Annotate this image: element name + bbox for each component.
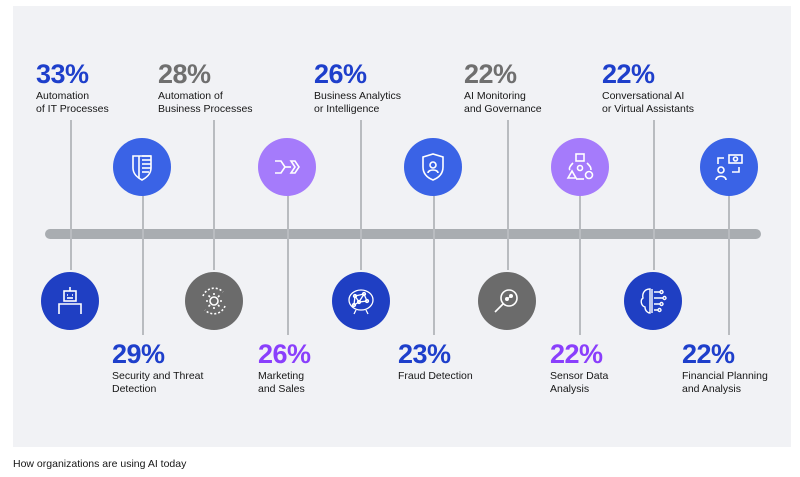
money-exchange-icon	[700, 138, 758, 196]
stat-percent: 22%	[550, 339, 603, 369]
connector-line	[70, 120, 72, 270]
stat-percent: 28%	[158, 59, 211, 89]
robot-icon	[41, 272, 99, 330]
brain-circuit-icon	[624, 272, 682, 330]
stat-percent: 22%	[602, 59, 655, 89]
stat-ai-monitoring: 22% AI Monitoring and Governance	[464, 60, 542, 116]
stat-conversational-ai: 22% Conversational AI or Virtual Assista…	[602, 60, 694, 116]
stat-label: Conversational AI or Virtual Assistants	[602, 90, 695, 115]
stat-label: Marketing and Sales	[258, 370, 305, 395]
figure-caption: How organizations are using AI today	[13, 458, 187, 470]
stat-label: Financial Planning and Analysis	[682, 370, 768, 395]
neural-network-icon	[332, 272, 390, 330]
stat-financial: 22% Financial Planning and Analysis	[682, 340, 768, 396]
shield-stripes-icon	[113, 138, 171, 196]
connector-line	[142, 195, 144, 335]
stat-percent: 33%	[36, 59, 89, 89]
stat-percent: 26%	[258, 339, 311, 369]
stat-label: Business Analytics or Intelligence	[314, 90, 401, 115]
stat-percent: 26%	[314, 59, 367, 89]
stat-label: Automation of IT Processes	[36, 90, 109, 115]
shapes-cycle-icon	[551, 138, 609, 196]
connector-line	[653, 120, 655, 270]
connector-line	[433, 195, 435, 335]
connector-line	[213, 120, 215, 270]
shield-user-icon	[404, 138, 462, 196]
connector-line	[507, 120, 509, 270]
stat-percent: 29%	[112, 339, 165, 369]
connector-line	[579, 195, 581, 335]
stat-label: Fraud Detection	[398, 370, 473, 382]
stat-label: Sensor Data Analysis	[550, 370, 609, 395]
stat-label: Automation of Business Processes	[158, 90, 253, 115]
stat-business-automation: 28% Automation of Business Processes	[158, 60, 253, 116]
stat-label: Security and Threat Detection	[112, 370, 204, 395]
stat-business-analytics: 26% Business Analytics or Intelligence	[314, 60, 401, 116]
connector-line	[728, 195, 730, 335]
stat-sensor-data: 22% Sensor Data Analysis	[550, 340, 608, 396]
stat-marketing: 26% Marketing and Sales	[258, 340, 311, 396]
stat-percent: 23%	[398, 339, 451, 369]
stat-fraud: 23% Fraud Detection	[398, 340, 473, 383]
arrows-flow-icon	[258, 138, 316, 196]
stat-label: AI Monitoring and Governance	[464, 90, 542, 115]
timeline-bar	[45, 229, 761, 239]
gear-cycle-icon	[185, 272, 243, 330]
stat-security: 29% Security and Threat Detection	[112, 340, 203, 396]
stat-percent: 22%	[464, 59, 517, 89]
connector-line	[360, 120, 362, 270]
magnifier-icon	[478, 272, 536, 330]
connector-line	[287, 195, 289, 335]
stat-percent: 22%	[682, 339, 735, 369]
stat-it-automation: 33% Automation of IT Processes	[36, 60, 109, 116]
